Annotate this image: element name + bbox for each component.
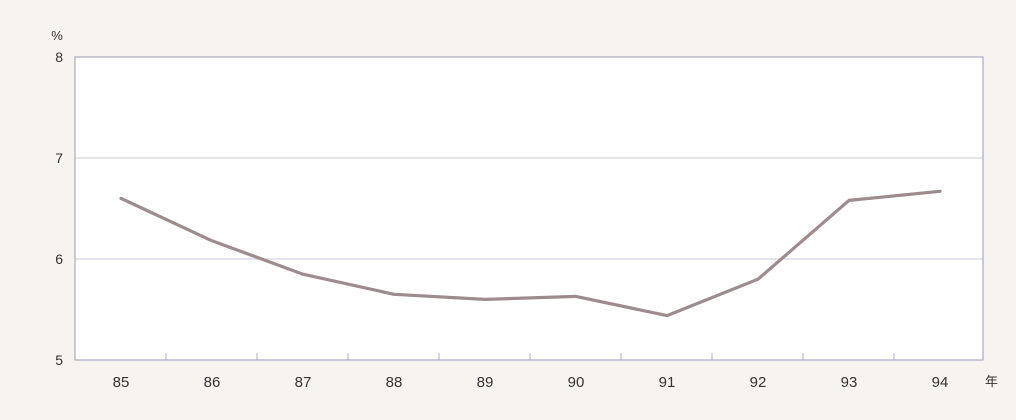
- x-axis-unit: 年: [985, 374, 998, 389]
- x-tick-label: 87: [295, 374, 312, 391]
- x-tick-label: 85: [113, 374, 130, 391]
- plot-frame: [74, 56, 984, 361]
- x-tick-label: 93: [841, 374, 858, 391]
- plot-background: [75, 57, 983, 360]
- x-tick-label: 92: [750, 374, 767, 391]
- data-point: [756, 277, 760, 281]
- x-tick-label: 90: [568, 374, 585, 391]
- x-tick-label: 86: [204, 374, 221, 391]
- y-axis-unit: %: [51, 28, 63, 43]
- x-axis-ticks: [165, 353, 895, 360]
- y-tick-label: 8: [55, 49, 63, 65]
- series-line: [119, 189, 942, 318]
- data-point: [574, 295, 578, 298]
- data-point: [938, 189, 942, 193]
- data-point: [301, 272, 305, 276]
- series-group: [119, 189, 942, 318]
- data-point: [483, 298, 487, 301]
- x-tick-label: 89: [477, 374, 494, 391]
- x-axis-tick-labels: 85 86 87 88 89 90 91 92 93 94: [113, 374, 949, 391]
- x-tick-label: 94: [932, 374, 949, 391]
- y-tick-label: 5: [55, 352, 63, 368]
- y-tick-label: 6: [55, 251, 63, 267]
- x-tick-label: 91: [659, 374, 676, 391]
- data-point: [665, 314, 669, 317]
- gridlines: [75, 157, 983, 260]
- data-point: [119, 197, 123, 200]
- data-point: [392, 292, 396, 296]
- data-point: [847, 199, 851, 202]
- y-axis-tick-labels: 5 6 7 8: [55, 49, 63, 368]
- y-tick-label: 7: [55, 150, 63, 166]
- x-tick-label: 88: [386, 374, 403, 391]
- data-point: [210, 239, 214, 243]
